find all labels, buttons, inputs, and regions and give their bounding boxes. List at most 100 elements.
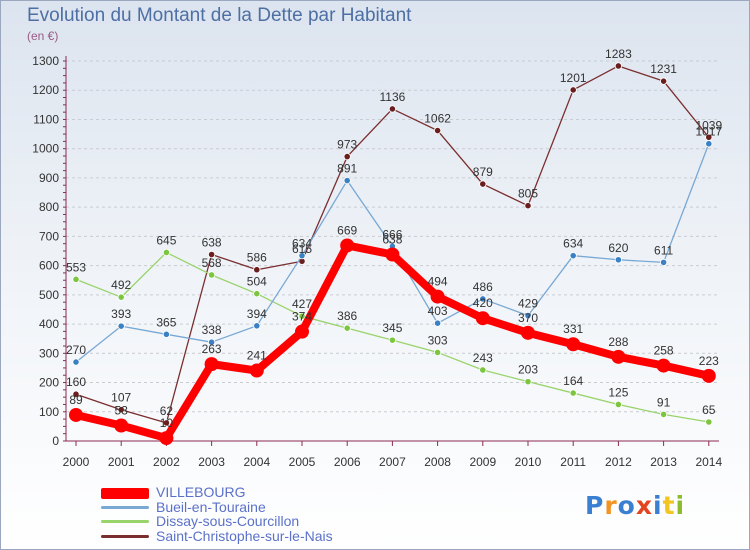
data-label: 805 (518, 187, 538, 201)
data-point (614, 256, 623, 264)
y-tick-label: 500 (39, 288, 59, 302)
data-point (343, 176, 351, 185)
chart-unit-label: (en €) (27, 29, 59, 43)
y-tick-label: 300 (39, 346, 59, 360)
data-label: 345 (382, 321, 402, 335)
logo-letter: o (617, 491, 636, 520)
data-label: 62 (160, 404, 174, 418)
data-label: 263 (202, 342, 222, 356)
legend-swatch (101, 520, 149, 523)
data-point (659, 410, 668, 418)
data-label: 125 (608, 385, 628, 399)
data-point (117, 293, 125, 301)
chart-title: Evolution du Montant de la Dette par Hab… (27, 5, 412, 26)
legend-label: Saint-Christophe-sur-le-Nais (156, 527, 333, 544)
logo-letter: i (675, 491, 686, 520)
data-label: 973 (337, 138, 357, 152)
data-label: 1283 (605, 47, 632, 61)
y-tick-label: 800 (39, 200, 59, 214)
x-tick-label: 2014 (695, 455, 722, 469)
x-tick-label: 2009 (469, 455, 496, 469)
data-point (614, 62, 623, 70)
legend-label: VILLEBOURG (156, 484, 246, 500)
data-label: 494 (428, 275, 448, 289)
data-point (433, 348, 442, 357)
data-point (611, 349, 626, 364)
data-label: 10 (160, 416, 174, 430)
data-label: 586 (247, 251, 267, 265)
data-point (475, 311, 490, 326)
data-point (340, 238, 355, 253)
data-point (388, 336, 396, 344)
data-label: 620 (608, 241, 628, 255)
x-tick-label: 2004 (243, 455, 270, 469)
data-point (701, 368, 716, 383)
data-label: 1136 (379, 90, 405, 104)
x-tick-label: 2000 (63, 455, 90, 469)
legend-swatch (101, 534, 149, 538)
data-label: 91 (657, 395, 671, 409)
data-point (566, 337, 581, 352)
data-point (295, 324, 309, 339)
series-bueil-en-touraine (72, 140, 713, 366)
data-point (614, 400, 623, 409)
data-label: 370 (518, 311, 538, 325)
y-tick-label: 100 (39, 405, 59, 419)
y-tick-label: 600 (39, 259, 59, 273)
data-point (117, 322, 125, 330)
data-point (521, 325, 535, 340)
data-point (569, 86, 577, 94)
legend-label: Dissay-sous-Courcillon (156, 513, 300, 529)
data-label: 638 (382, 233, 402, 247)
data-point (569, 252, 577, 260)
data-point (204, 357, 219, 372)
data-label: 160 (66, 375, 86, 389)
x-tick-label: 2007 (379, 455, 406, 469)
data-label: 164 (563, 374, 583, 388)
data-point (659, 77, 668, 85)
data-point (253, 266, 261, 274)
data-label: 568 (202, 256, 222, 270)
series-villebourg (69, 238, 716, 446)
logo-letter: r (604, 491, 618, 520)
data-point (253, 322, 261, 330)
data-label: 492 (111, 278, 131, 292)
data-label: 634 (563, 237, 583, 251)
data-point (162, 248, 170, 257)
data-label: 89 (69, 393, 83, 407)
data-point (388, 105, 396, 113)
data-point (298, 312, 306, 320)
logo-letter: i (653, 491, 663, 520)
data-point (72, 390, 80, 398)
data-point (433, 319, 442, 327)
x-tick-label: 2005 (289, 455, 316, 469)
data-label: 386 (337, 309, 357, 323)
data-label: 666 (382, 227, 402, 241)
data-point (208, 338, 216, 346)
data-point (69, 407, 83, 422)
data-label: 638 (202, 236, 222, 250)
proxiti-logo: Proxiti (585, 491, 685, 520)
data-label: 241 (247, 349, 267, 363)
legend-label: Bueil-en-Touraine (156, 498, 266, 515)
data-point (343, 324, 351, 332)
data-label: 203 (518, 363, 538, 377)
data-label: 107 (111, 391, 131, 405)
data-point (524, 202, 532, 210)
data-point (117, 406, 125, 414)
data-label: 365 (156, 315, 176, 329)
data-label: 645 (156, 233, 176, 247)
x-tick-label: 2001 (108, 455, 135, 469)
data-point (343, 152, 351, 161)
data-label: 331 (563, 322, 583, 336)
y-tick-label: 900 (39, 171, 59, 185)
data-point (524, 378, 532, 386)
data-point (159, 431, 174, 446)
data-point (249, 363, 264, 378)
y-tick-label: 400 (39, 317, 59, 331)
x-tick-label: 2010 (515, 455, 542, 469)
data-label: 427 (292, 297, 312, 311)
y-tick-label: 0 (52, 434, 59, 448)
grid (66, 60, 719, 442)
